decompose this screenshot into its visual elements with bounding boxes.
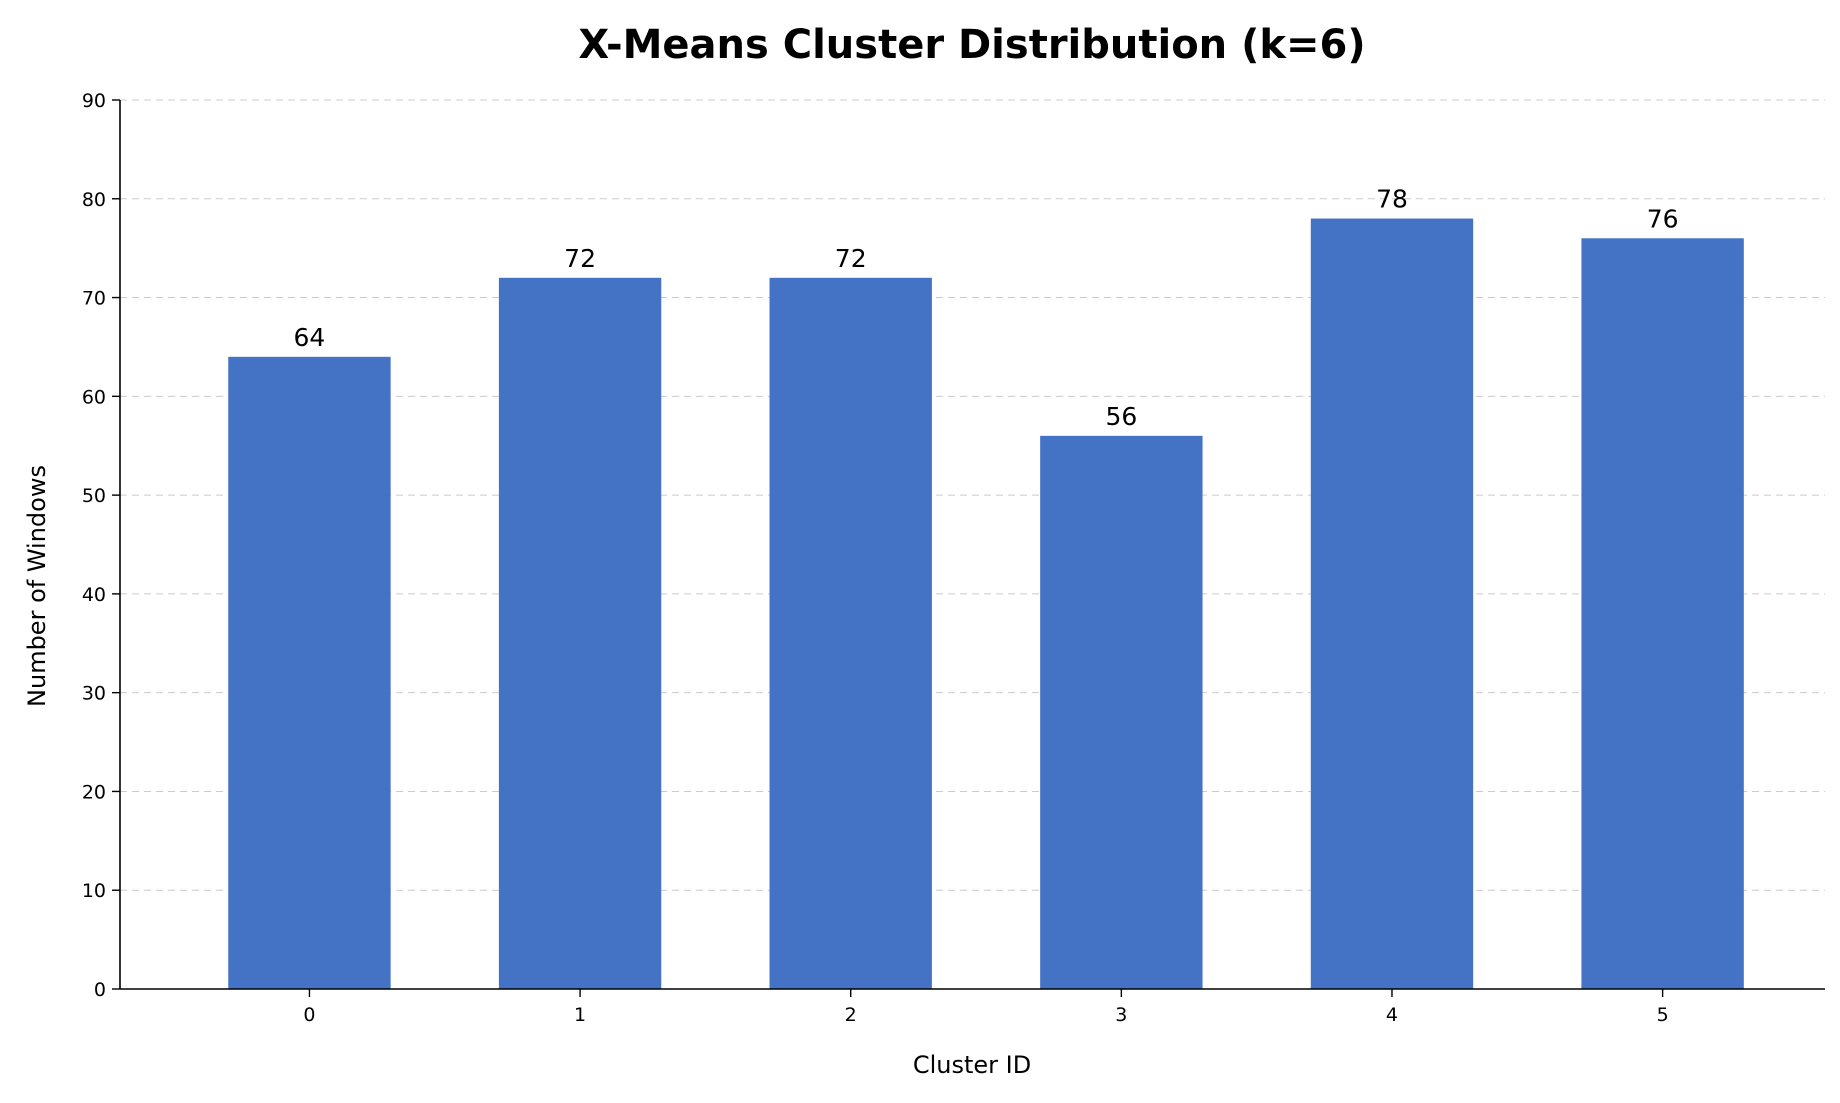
y-tick-label: 10 (82, 880, 106, 902)
y-axis-label: Number of Windows (23, 465, 51, 707)
bars (228, 218, 1744, 990)
bar-cluster-2 (769, 277, 932, 989)
data-labels: 64 72 72 56 78 76 (294, 185, 1679, 431)
bar-cluster-5 (1581, 238, 1744, 990)
x-tick-label: 4 (1386, 1004, 1398, 1026)
y-tick-label: 70 (82, 288, 106, 310)
y-tick-label: 40 (82, 584, 106, 606)
y-tick-label: 90 (82, 90, 106, 112)
data-label: 56 (1105, 402, 1137, 431)
x-tick-label: 0 (303, 1004, 315, 1026)
data-label: 72 (835, 244, 867, 273)
bar-cluster-4 (1310, 218, 1474, 990)
x-axis-label: Cluster ID (913, 1051, 1031, 1079)
bar-cluster-0 (228, 356, 391, 989)
chart-title: X-Means Cluster Distribution (k=6) (578, 22, 1365, 68)
x-tick-label: 3 (1115, 1004, 1127, 1026)
y-ticks: 0 10 20 30 40 50 60 70 80 90 (82, 90, 120, 1001)
y-tick-label: 50 (82, 485, 106, 507)
axes (119, 100, 1825, 990)
y-tick-label: 20 (82, 781, 106, 803)
data-label: 72 (564, 244, 596, 273)
x-tick-label: 5 (1657, 1004, 1669, 1026)
x-tick-label: 1 (574, 1004, 586, 1026)
y-tick-label: 0 (94, 979, 106, 1001)
x-ticks: 0 1 2 3 4 5 (303, 989, 1669, 1026)
y-tick-label: 60 (82, 386, 106, 408)
bar-cluster-3 (1040, 435, 1203, 989)
grid-lines (120, 99, 1825, 891)
data-label: 76 (1647, 204, 1679, 233)
data-label: 78 (1376, 185, 1408, 214)
y-tick-label: 80 (82, 189, 106, 211)
y-tick-label: 30 (82, 683, 106, 705)
data-label: 64 (294, 323, 326, 352)
x-tick-label: 2 (845, 1004, 857, 1026)
bar-cluster-1 (498, 277, 662, 989)
